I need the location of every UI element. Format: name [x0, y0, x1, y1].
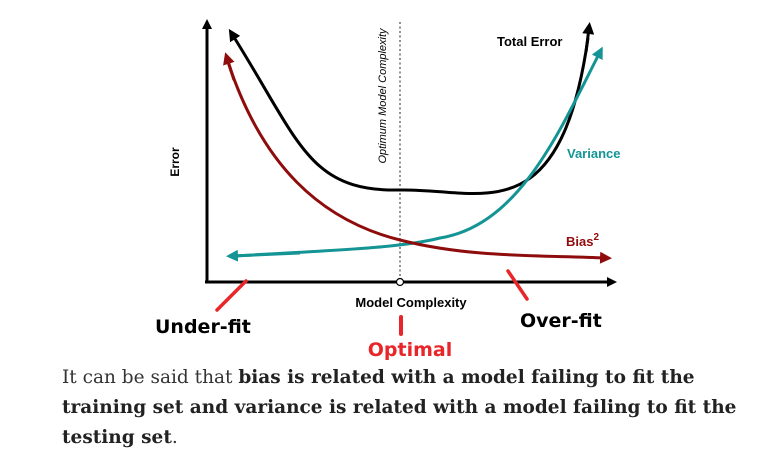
- bias-label: Bias2: [566, 232, 599, 249]
- bias-curve: [226, 61, 612, 264]
- bias-label-text: Bias: [566, 234, 593, 249]
- variance-curve: [233, 46, 603, 258]
- x-axis-label: Model Complexity: [355, 295, 467, 310]
- underfit-label: Under-fit: [155, 316, 251, 338]
- caption-text-start: It can be said that: [62, 367, 239, 388]
- y-axis-label: Error: [168, 147, 182, 177]
- underfit-pointer: [215, 279, 248, 312]
- total-error-curve: [228, 28, 590, 196]
- total-error-label: Total Error: [497, 34, 563, 49]
- optimum-label: Optimum Model Complexity: [377, 27, 389, 164]
- total-error-curve-right-arrow: [582, 22, 595, 53]
- bias-variance-diagram: Total Error Variance Bias2 Error Model C…: [155, 19, 621, 361]
- overfit-pointer: [506, 269, 529, 301]
- caption: It can be said that bias is related with…: [62, 363, 752, 453]
- caption-text-end: .: [171, 427, 178, 448]
- overfit-label: Over-fit: [520, 310, 602, 332]
- bias-curve-top-arrow: [223, 52, 236, 81]
- variance-label: Variance: [567, 146, 621, 161]
- variance-curve-left-arrow: [226, 249, 301, 262]
- bias-label-superscript: 2: [593, 232, 599, 243]
- optimal-label: Optimal: [368, 339, 452, 361]
- optimum-marker: [395, 277, 405, 287]
